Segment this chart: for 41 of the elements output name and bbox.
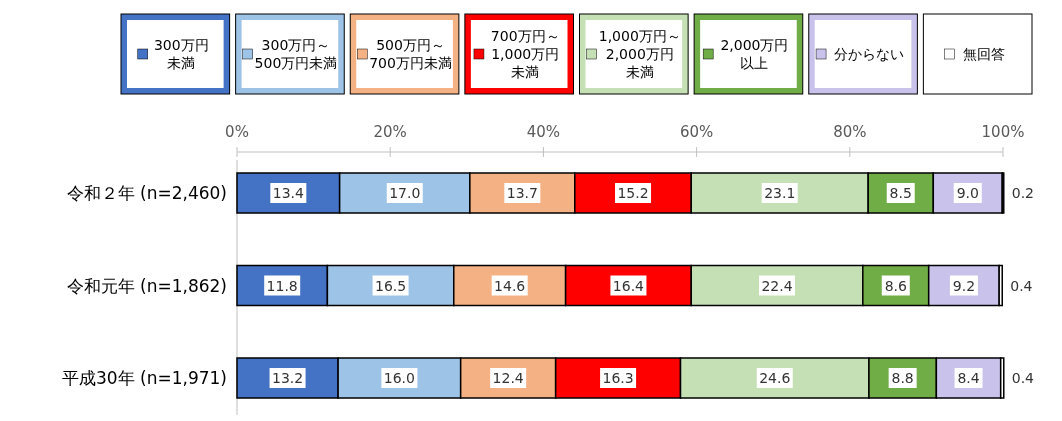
data-label: 16.4	[612, 277, 645, 294]
legend-label: 分からない	[834, 46, 905, 62]
data-label: 11.8	[266, 277, 298, 294]
data-label: 13.2	[271, 370, 304, 386]
x-tick-label: 40%	[526, 123, 561, 141]
data-label: 13.7	[506, 185, 538, 201]
legend-label: 300万円～500万円未満	[254, 37, 338, 71]
data-label: 0.4	[1011, 370, 1035, 386]
x-tick-label: 20%	[373, 123, 407, 141]
data-label: 24.6	[759, 370, 791, 386]
y-tick-label: 平成30年 (n=1,971)	[62, 368, 227, 388]
legend-label: 無回答	[962, 46, 1005, 62]
data-label: 22.4	[761, 277, 793, 294]
data-label: 16.0	[383, 370, 415, 386]
x-tick-label: 60%	[679, 123, 714, 141]
data-label: 17.0	[389, 185, 421, 201]
y-tick-label: 令和元年 (n=1,862)	[66, 275, 227, 296]
data-label: 13.4	[272, 185, 304, 201]
data-label: 8.5	[889, 185, 912, 201]
data-label: 14.6	[494, 277, 526, 294]
data-label: 16.3	[602, 370, 634, 386]
data-label: 23.1	[764, 185, 796, 201]
legend-label: 700万円～1,000万円未満	[490, 28, 560, 80]
data-label: 8.8	[891, 370, 914, 386]
data-label: 15.2	[617, 185, 649, 201]
data-label: 8.6	[884, 277, 907, 294]
y-tick-label: 令和２年 (n=2,460)	[66, 183, 227, 203]
legend-label: 300万円未満	[153, 37, 209, 71]
legend-label: 2,000万円以上	[720, 37, 789, 71]
x-tick-label: 80%	[833, 123, 867, 141]
legend-label: 1,000万円～2,000万円未満	[598, 28, 681, 80]
x-tick-label: 100%	[981, 123, 1025, 141]
data-label: 0.4	[1010, 277, 1033, 294]
data-label: 9.0	[956, 185, 979, 201]
data-label: 16.5	[375, 277, 407, 294]
data-label: 8.4	[957, 370, 980, 386]
legend-label: 500万円～700万円未満	[369, 37, 452, 71]
x-tick-label: 0%	[225, 123, 249, 141]
data-label: 0.2	[1011, 185, 1035, 201]
data-label: 9.2	[952, 277, 976, 294]
data-label: 12.4	[492, 370, 524, 386]
